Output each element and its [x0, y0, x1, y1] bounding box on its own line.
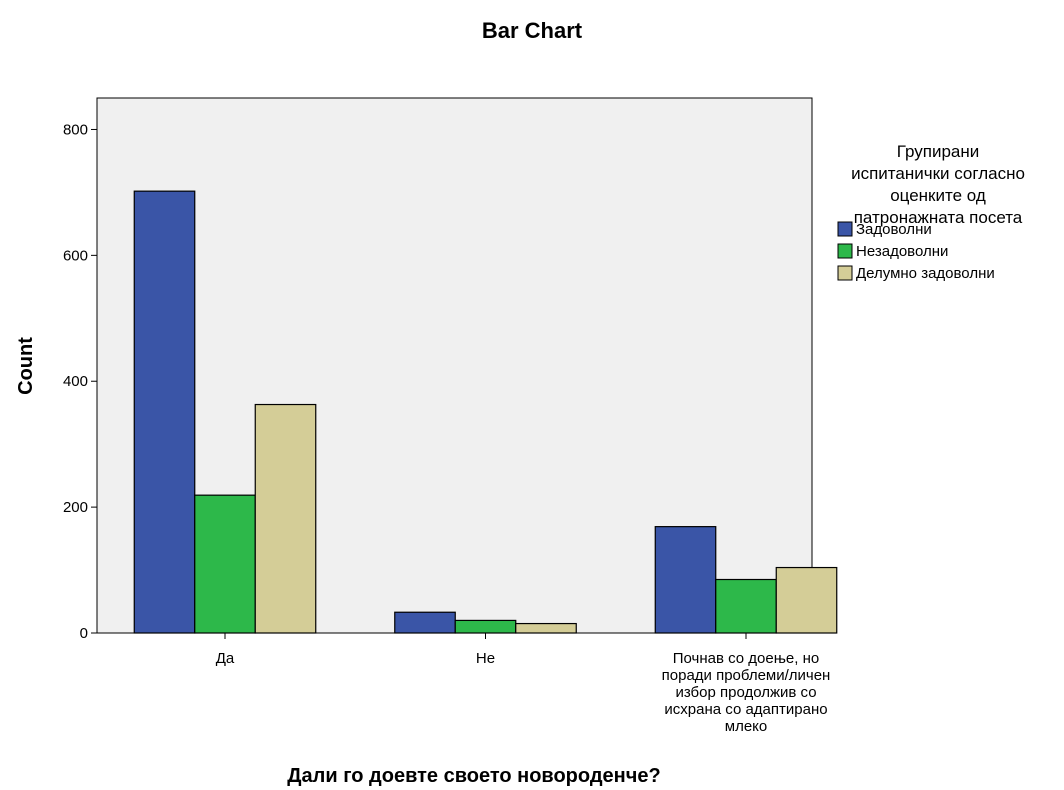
- legend-swatch: [837, 221, 853, 237]
- x-tick-label: млеко: [725, 718, 767, 735]
- x-tick-label: Не: [476, 650, 495, 667]
- bar: [394, 611, 456, 634]
- bar: [454, 619, 517, 634]
- x-axis-title: Дали го доевте своето новороденче?: [287, 765, 660, 787]
- bar: [715, 578, 777, 634]
- y-axis-title: Count: [15, 337, 37, 395]
- legend-title: испитанички согласно: [851, 164, 1025, 183]
- y-tick-label: 800: [63, 121, 88, 138]
- legend-label: Незадоволни: [856, 243, 948, 260]
- y-tick-label: 400: [63, 373, 88, 390]
- bar: [775, 566, 838, 634]
- bar: [194, 494, 256, 634]
- legend-swatch: [837, 265, 853, 281]
- x-tick-label: поради проблеми/личен: [662, 667, 831, 684]
- bar: [515, 622, 577, 634]
- bar: [254, 403, 317, 634]
- chart-title: Bar Chart: [482, 18, 583, 43]
- bars: [133, 190, 838, 634]
- y-axis: 0 200 400 600 800: [63, 121, 97, 642]
- legend-title: патронажната посета: [854, 208, 1023, 227]
- legend-title: оценките од: [890, 186, 986, 205]
- legend-title: Групирани: [897, 142, 980, 161]
- x-tick-label: Почнав со доење, но: [673, 650, 819, 667]
- bar: [654, 526, 717, 634]
- y-tick-label: 200: [63, 499, 88, 516]
- y-tick-label: 0: [80, 625, 88, 642]
- y-tick-label: 600: [63, 247, 88, 264]
- x-tick-label: избор продолжив со: [675, 684, 816, 701]
- legend-swatch: [837, 243, 853, 259]
- x-tick-label: исхрана со адаптирано: [664, 701, 827, 718]
- legend-label: Делумно задоволни: [856, 265, 995, 282]
- bar: [133, 190, 196, 634]
- legend-label: Задоволни: [856, 221, 932, 238]
- legend: Групирани испитанички согласно оценките од…: [837, 142, 1025, 282]
- x-tick-label: Да: [216, 650, 235, 667]
